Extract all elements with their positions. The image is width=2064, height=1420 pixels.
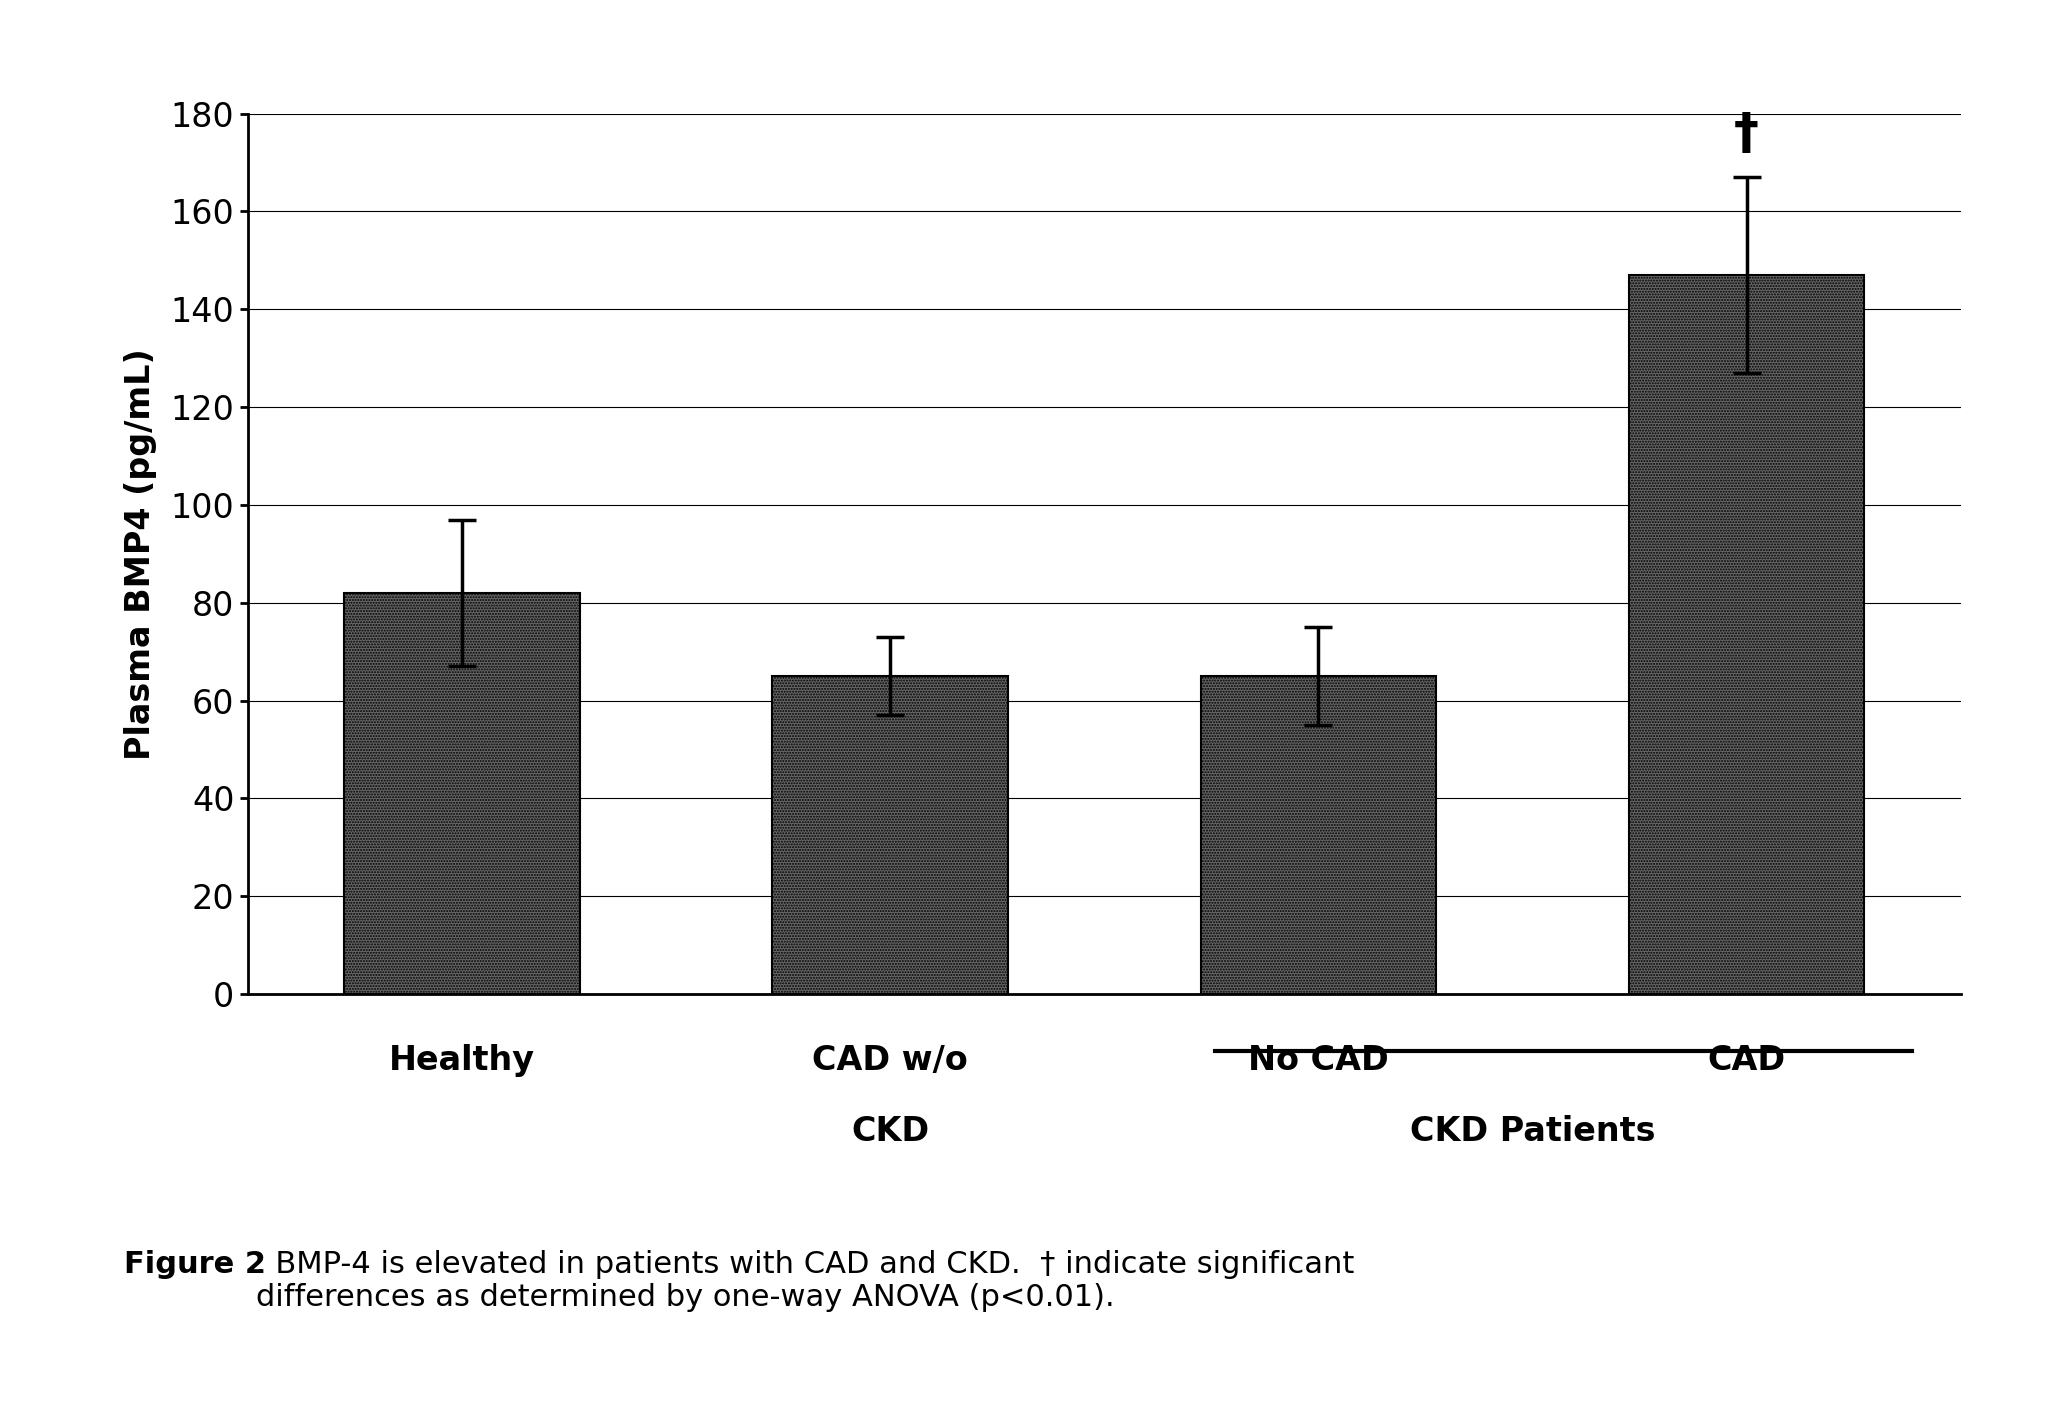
Text: CKD Patients: CKD Patients (1410, 1115, 1655, 1147)
Bar (772, 676, 1007, 994)
Text: Figure 2: Figure 2 (124, 1250, 266, 1278)
Text: CKD: CKD (850, 1115, 929, 1147)
Text: CAD: CAD (1707, 1044, 1785, 1076)
Text: CAD w/o: CAD w/o (813, 1044, 968, 1076)
Bar (1201, 676, 1437, 994)
Text: No CAD: No CAD (1249, 1044, 1389, 1076)
Text: †: † (1734, 109, 1759, 158)
Bar (345, 594, 580, 994)
Text: Healthy: Healthy (388, 1044, 535, 1076)
Bar (1628, 275, 1864, 994)
Text: . BMP-4 is elevated in patients with CAD and CKD.  † indicate significant
differ: . BMP-4 is elevated in patients with CAD… (256, 1250, 1354, 1312)
Y-axis label: Plasma BMP4 (pg/mL): Plasma BMP4 (pg/mL) (124, 348, 157, 760)
